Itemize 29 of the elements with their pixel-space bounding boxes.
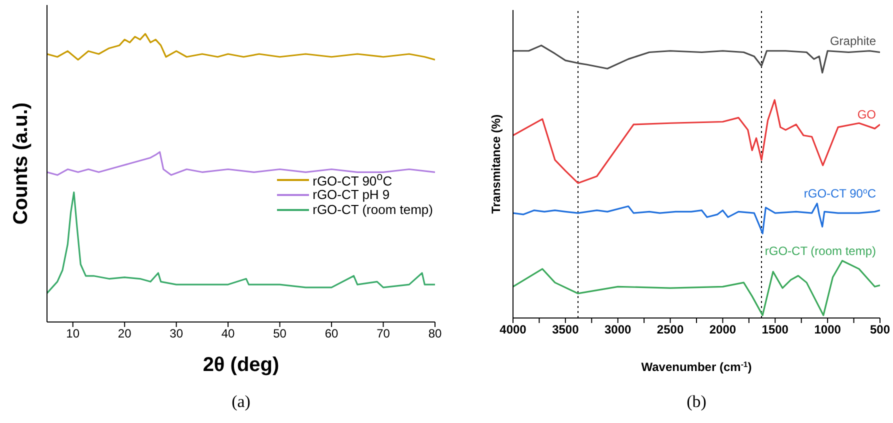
x-axis-title: Wavenumber (cm$^{-1}$) [641,360,752,374]
x-tick-label: 1500 [762,322,789,337]
x-tick-label: 2000 [709,322,736,337]
x-tick-label: 80 [428,326,442,341]
x-tick-label: 500 [870,322,890,337]
series-label: Graphite [830,34,876,48]
x-tick-label: 3500 [552,322,580,337]
x-tick-label: 40 [221,326,236,341]
x-tick-label: 20 [118,326,132,341]
x-tick-label: 3000 [604,322,632,337]
legend-label: rGO-CT 90$^{o}$C [312,170,392,188]
x-tick-label: 1000 [814,322,842,337]
series-label: rGO-CT 90$^{o}$C [804,186,876,201]
x-tick-label: 30 [170,326,184,341]
y-axis-title: Transmitance (%) [489,114,504,214]
y-axis-title: Counts (a.u.) [10,102,32,225]
x-tick-label: 10 [66,326,80,341]
x-axis-title: 2θ (deg) [202,354,280,376]
x-tick-label: 4000 [500,322,527,337]
text: (a) [232,392,250,411]
legend-label: rGO-CT pH 9 [312,187,390,202]
x-tick-label: 2500 [656,322,684,337]
series-label: GO [857,107,876,122]
x-tick-label: 60 [324,326,339,341]
x-tick-label: 50 [273,326,287,341]
legend-label: rGO-CT (room temp) [312,202,433,217]
x-tick-label: 70 [376,326,390,341]
series-label: rGO-CT (room temp) [764,244,876,258]
text: (b) [686,392,706,411]
